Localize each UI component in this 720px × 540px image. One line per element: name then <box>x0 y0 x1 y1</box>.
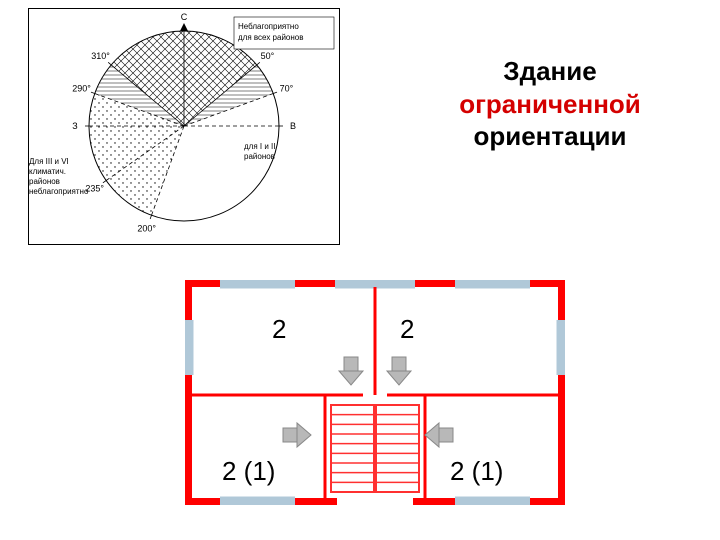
title-line1: Здание <box>503 56 596 86</box>
svg-text:Для III и VIклиматич.районовне: Для III и VIклиматич.районовнеблагоприят… <box>29 157 89 196</box>
svg-text:С: С <box>181 12 188 22</box>
plan-label-top-left: 2 <box>272 314 286 345</box>
plan-label-top-right: 2 <box>400 314 414 345</box>
plan-label-bot-right: 2 (1) <box>450 456 503 487</box>
svg-text:70°: 70° <box>280 84 294 94</box>
svg-text:290°: 290° <box>72 84 91 94</box>
svg-text:200°: 200° <box>137 223 156 233</box>
title-line2: ограниченной <box>459 89 641 119</box>
svg-text:50°: 50° <box>261 51 275 61</box>
stage: Здание ограниченной ориентации С 50° 70° В 2… <box>0 0 720 540</box>
svg-text:для I и IIрайонов: для I и IIрайонов <box>244 142 275 161</box>
title-block: Здание ограниченной ориентации <box>400 55 700 153</box>
plan-label-bot-left: 2 (1) <box>222 456 275 487</box>
orientation-rose: С50°70°В200°235°З290°310°Неблагоприятнод… <box>28 8 340 245</box>
svg-text:В: В <box>290 121 296 131</box>
title-line3: ориентации <box>473 121 626 151</box>
svg-text:З: З <box>72 121 77 131</box>
svg-text:310°: 310° <box>91 51 110 61</box>
